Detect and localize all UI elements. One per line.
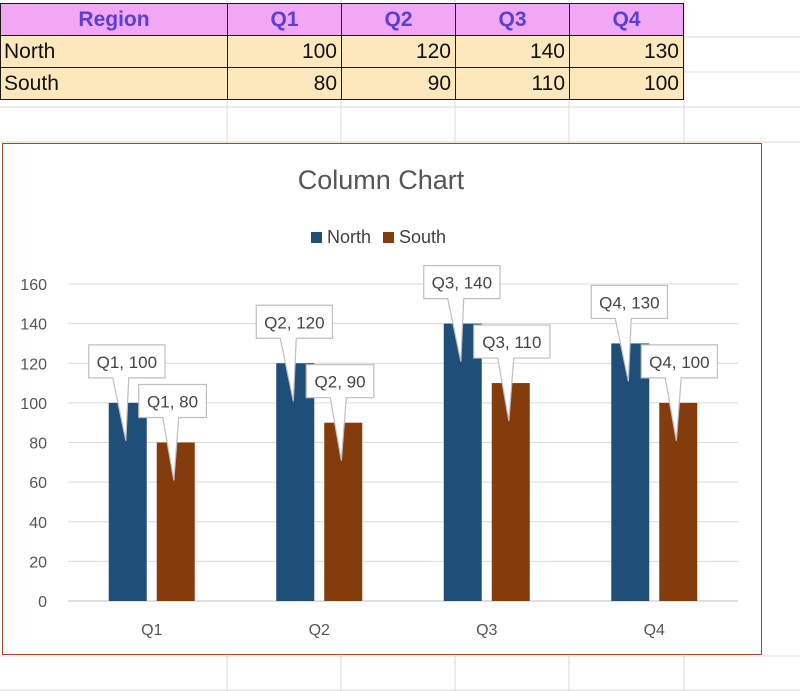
data-table: Region Q1 Q2 Q3 Q4 North 100 120 140 130… — [0, 3, 684, 100]
x-tick-label: Q4 — [644, 622, 665, 639]
y-tick-label: 60 — [29, 475, 47, 492]
data-label-callout[interactable] — [473, 324, 551, 422]
data-label-callout[interactable] — [423, 265, 501, 362]
legend-swatch-north — [311, 232, 322, 243]
y-tick-label: 160 — [20, 277, 47, 294]
table-row: North 100 120 140 130 — [0, 35, 684, 68]
y-tick-label: 120 — [20, 356, 47, 373]
chart-legend[interactable]: North South — [311, 227, 458, 248]
data-label-callout[interactable] — [640, 344, 719, 441]
data-label-text: Q1, 80 — [147, 393, 198, 412]
data-label-text: Q4, 130 — [599, 293, 660, 312]
value-cell[interactable]: 80 — [227, 67, 342, 100]
y-tick-label: 100 — [20, 396, 47, 413]
bar-north-q3[interactable] — [443, 323, 482, 601]
bar-north-q4[interactable] — [611, 343, 650, 601]
value-cell[interactable]: 130 — [569, 35, 684, 68]
x-tick-label: Q2 — [309, 622, 330, 639]
x-tick-label: Q1 — [141, 622, 162, 639]
data-label-text: Q3, 140 — [432, 274, 493, 293]
data-label-text: Q2, 120 — [264, 313, 325, 332]
data-label-callout[interactable] — [590, 284, 669, 382]
y-tick-label: 140 — [20, 317, 47, 334]
table-row: South 80 90 110 100 — [0, 67, 684, 100]
legend-swatch-south — [383, 232, 395, 243]
y-tick-label: 80 — [29, 436, 47, 453]
data-label-callout[interactable] — [255, 304, 334, 402]
data-label-callout[interactable] — [305, 364, 375, 461]
header-cell-q2[interactable]: Q2 — [341, 3, 456, 36]
data-label-callout[interactable] — [138, 383, 207, 481]
chart-title[interactable]: Column Chart — [297, 165, 465, 195]
data-label-callout[interactable] — [88, 344, 166, 441]
x-tick-label: Q3 — [476, 622, 497, 639]
bar-north-q1[interactable] — [108, 402, 147, 601]
table-header-row: Region Q1 Q2 Q3 Q4 — [0, 3, 684, 36]
bar-south-q1[interactable] — [156, 442, 195, 602]
value-cell[interactable]: 90 — [341, 67, 456, 100]
data-label-text: Q3, 110 — [482, 333, 541, 352]
bar-south-q3[interactable] — [491, 383, 530, 601]
y-tick-label: 20 — [29, 554, 47, 571]
row-label-cell[interactable]: North — [0, 35, 228, 68]
legend-label-north: North — [327, 227, 372, 247]
value-cell[interactable]: 100 — [227, 35, 342, 68]
legend-item-north: North — [311, 227, 371, 248]
value-cell[interactable]: 120 — [341, 35, 456, 68]
value-cell[interactable]: 140 — [455, 35, 570, 68]
header-cell-region[interactable]: Region — [0, 3, 228, 36]
bar-south-q2[interactable] — [324, 422, 363, 601]
y-tick-label: 40 — [29, 515, 47, 532]
data-label-text: Q1, 100 — [97, 353, 158, 372]
header-cell-q1[interactable]: Q1 — [227, 3, 342, 36]
data-label-text: Q4, 100 — [649, 353, 710, 372]
bar-south-q4[interactable] — [659, 402, 698, 601]
value-cell[interactable]: 100 — [569, 67, 684, 100]
header-cell-q3[interactable]: Q3 — [455, 3, 570, 36]
value-cell[interactable]: 110 — [455, 67, 570, 100]
header-cell-q4[interactable]: Q4 — [569, 3, 684, 36]
legend-label-south: South — [399, 227, 447, 247]
data-label-text: Q2, 90 — [315, 373, 366, 392]
legend-item-south: South — [383, 227, 446, 248]
row-label-cell[interactable]: South — [0, 67, 228, 100]
y-tick-label: 0 — [38, 594, 47, 611]
bar-north-q2[interactable] — [276, 363, 315, 601]
